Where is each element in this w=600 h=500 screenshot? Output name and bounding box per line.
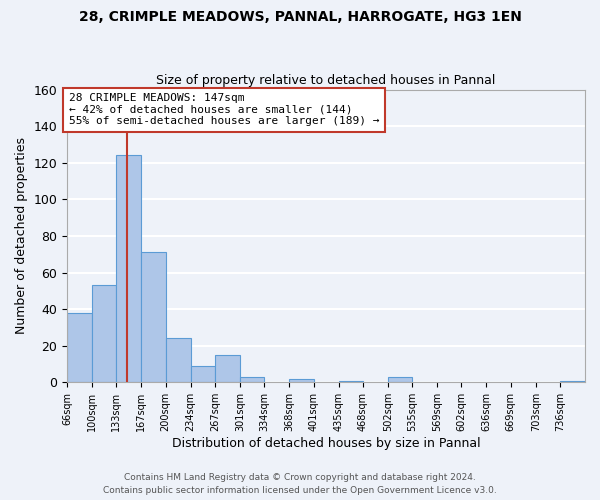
- Bar: [388, 377, 412, 382]
- Bar: [215, 355, 240, 382]
- Bar: [338, 380, 363, 382]
- Text: Contains HM Land Registry data © Crown copyright and database right 2024.
Contai: Contains HM Land Registry data © Crown c…: [103, 474, 497, 495]
- Text: 28 CRIMPLE MEADOWS: 147sqm
← 42% of detached houses are smaller (144)
55% of sem: 28 CRIMPLE MEADOWS: 147sqm ← 42% of deta…: [68, 93, 379, 126]
- Bar: [166, 338, 191, 382]
- Bar: [560, 380, 585, 382]
- Bar: [240, 377, 264, 382]
- Y-axis label: Number of detached properties: Number of detached properties: [15, 138, 28, 334]
- Title: Size of property relative to detached houses in Pannal: Size of property relative to detached ho…: [157, 74, 496, 87]
- Text: 28, CRIMPLE MEADOWS, PANNAL, HARROGATE, HG3 1EN: 28, CRIMPLE MEADOWS, PANNAL, HARROGATE, …: [79, 10, 521, 24]
- Bar: [191, 366, 215, 382]
- Bar: [289, 378, 314, 382]
- Bar: [67, 313, 92, 382]
- Bar: [116, 156, 142, 382]
- X-axis label: Distribution of detached houses by size in Pannal: Distribution of detached houses by size …: [172, 437, 481, 450]
- Bar: [92, 286, 116, 382]
- Bar: [142, 252, 166, 382]
